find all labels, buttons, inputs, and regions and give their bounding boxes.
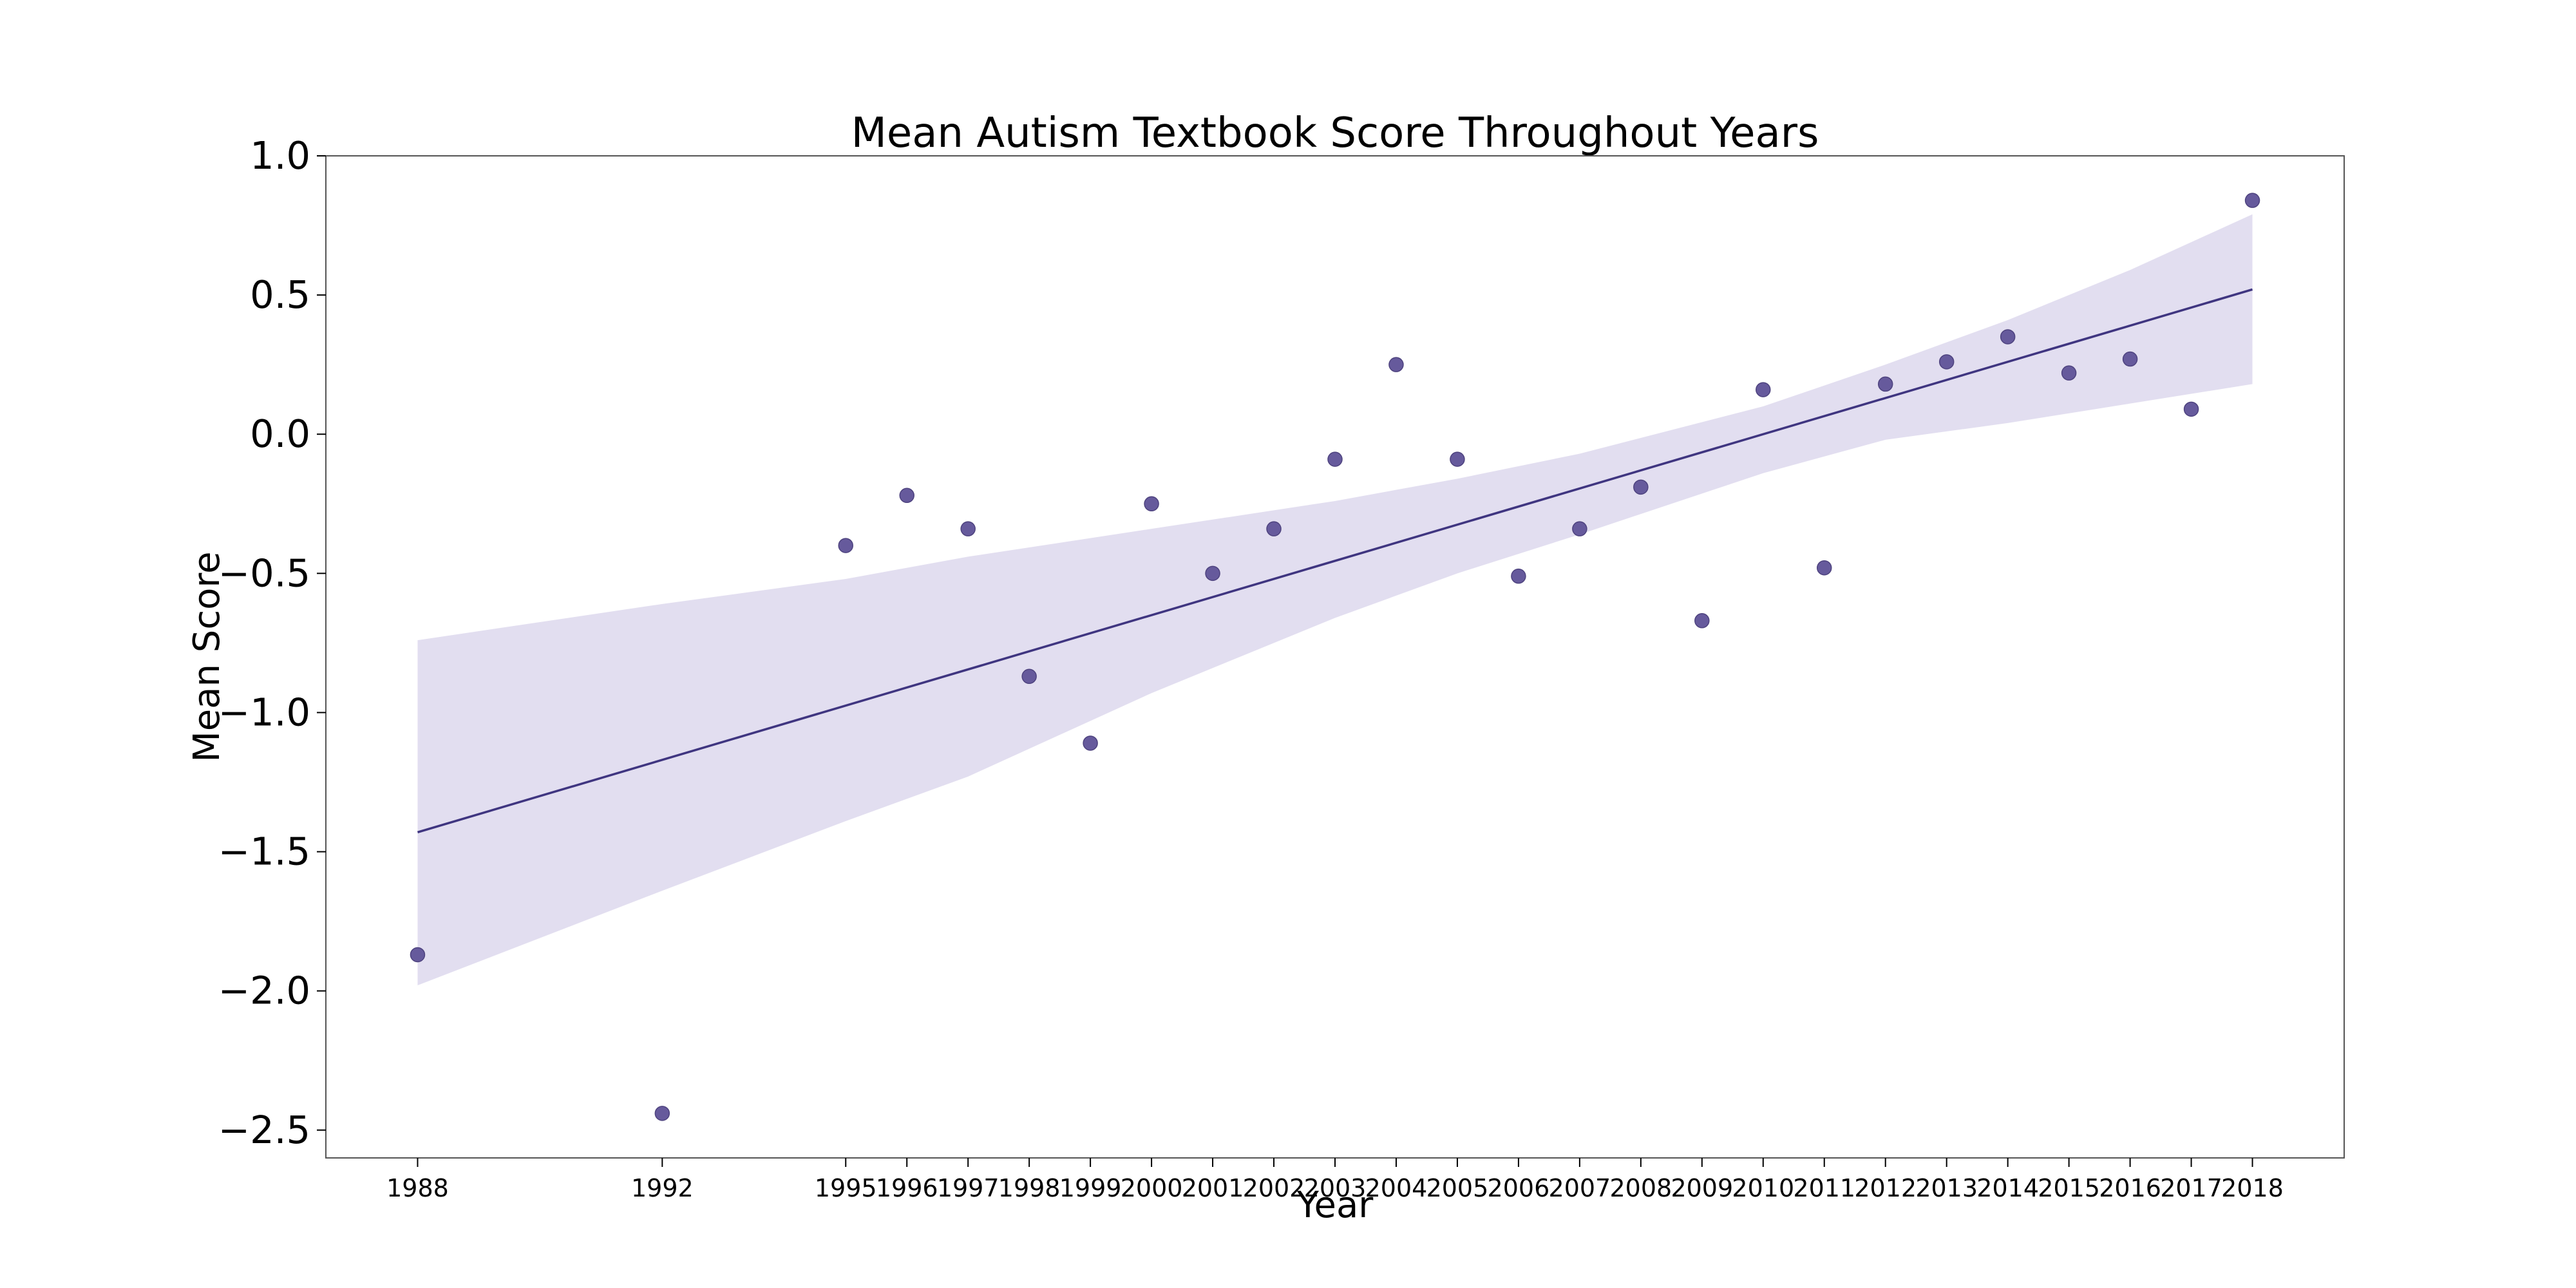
x-tick-label: 2007 [1549,1174,1611,1202]
data-point [1205,565,1220,582]
data-point [1327,451,1343,467]
x-tick-label: 2016 [2099,1174,2161,1202]
x-axis-ticks: 1988 1992 19951996199719981999200020012002… [386,1158,2284,1202]
x-tick-label: 2012 [1854,1174,1917,1202]
x-tick-label: 1998 [998,1174,1061,1202]
data-point [1021,668,1037,685]
x-tick-label: 2009 [1671,1174,1733,1202]
x-tick-label: 2003 [1304,1174,1367,1202]
data-point [1450,451,1465,467]
x-tick-label: 2018 [2221,1174,2284,1202]
y-tick-label: −2.0 [218,969,310,1013]
data-point [2061,365,2077,381]
chart-title: Mean Autism Textbook Score Throughout Ye… [851,109,1819,157]
confidence-band-layer [417,214,2253,986]
data-point [1938,354,1955,370]
y-tick-label: −1.0 [218,690,310,734]
x-tick-label: 2000 [1121,1174,1183,1202]
confidence-band [417,214,2253,986]
y-tick-label: −1.5 [218,829,310,874]
x-tick-label: 2014 [1976,1174,2039,1202]
data-point [1083,735,1098,751]
y-axis-ticks: 1.0 0.5 0.0 −0.5 −1.0 −1.5 −2.0 −2.5 [218,133,326,1152]
regression-line [417,288,2253,833]
x-tick-label: 2015 [2038,1174,2100,1202]
x-tick-label: 2001 [1182,1174,1244,1202]
x-tick-label: 2008 [1609,1174,1672,1202]
data-point [960,521,976,536]
data-point [2183,401,2199,417]
y-tick-label: −0.5 [218,551,310,595]
data-point [1511,568,1526,584]
data-point [2000,329,2016,345]
x-tick-label: 1996 [876,1174,938,1202]
x-tick-label: 1992 [631,1174,694,1202]
x-tick-label: 2011 [1793,1174,1855,1202]
x-tick-label: 2004 [1365,1174,1428,1202]
data-point [1877,376,1893,392]
x-tick-label: 2017 [2160,1174,2222,1202]
x-tick-label: 1997 [937,1174,999,1202]
regression-line-layer [417,288,2253,833]
x-tick-label: 2013 [1915,1174,1978,1202]
data-point [1817,560,1832,576]
data-points-layer [410,193,2260,1121]
data-point [1144,496,1159,512]
data-point [1388,357,1404,372]
x-tick-label: 2005 [1426,1174,1489,1202]
x-axis-label: Year [1296,1184,1374,1226]
data-point [899,488,914,504]
y-axis-label: Mean Score [186,551,228,762]
y-tick-label: 1.0 [250,133,310,178]
data-point [1572,521,1587,536]
x-tick-label: 2010 [1732,1174,1794,1202]
x-tick-label: 2006 [1488,1174,1550,1202]
y-tick-label: 0.5 [250,272,310,317]
x-tick-label: 1995 [815,1174,877,1202]
data-point [1756,382,1771,397]
data-point [838,538,853,553]
y-tick-label: 0.0 [250,412,310,456]
x-tick-label: 2002 [1243,1174,1305,1202]
x-tick-label: 1999 [1059,1174,1122,1202]
x-tick-label: 1988 [386,1174,449,1202]
data-point [1266,521,1282,536]
y-tick-label: −2.5 [218,1108,310,1152]
data-point [1633,479,1649,495]
data-point [2244,193,2260,208]
data-point [1694,613,1710,629]
data-point [654,1106,670,1121]
data-point [410,947,426,963]
data-point [2122,351,2138,367]
